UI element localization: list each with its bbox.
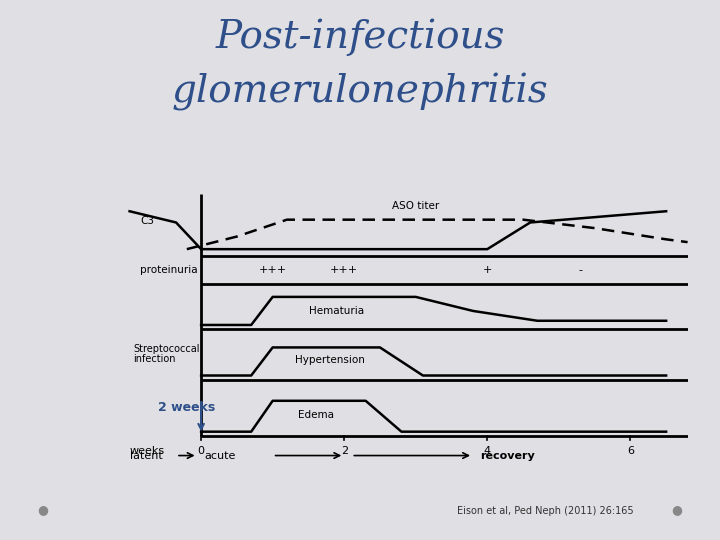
Text: glomerulonephritis: glomerulonephritis [171, 73, 549, 111]
Text: ASO titer: ASO titer [392, 201, 439, 211]
Text: weeks: weeks [130, 446, 165, 456]
Text: 6: 6 [627, 446, 634, 456]
Text: +: + [482, 265, 492, 275]
Text: 2: 2 [341, 446, 348, 456]
Text: Hypertension: Hypertension [295, 355, 365, 365]
Text: Streptococcal: Streptococcal [133, 344, 199, 354]
Text: acute: acute [204, 450, 236, 461]
Text: Eison et al, Ped Neph (2011) 26:165: Eison et al, Ped Neph (2011) 26:165 [457, 505, 634, 516]
Text: latent: latent [130, 450, 162, 461]
Text: 4: 4 [484, 446, 491, 456]
Text: Post-infectious: Post-infectious [215, 19, 505, 56]
Text: recovery: recovery [480, 450, 535, 461]
Text: -: - [578, 265, 582, 275]
Text: C3: C3 [140, 216, 154, 226]
Text: infection: infection [133, 354, 176, 363]
Text: +++: +++ [258, 265, 287, 275]
Text: 2 weeks: 2 weeks [158, 401, 215, 414]
Text: ●: ● [671, 503, 683, 516]
Text: Edema: Edema [297, 410, 333, 420]
Text: 0: 0 [197, 446, 204, 456]
Text: ●: ● [37, 503, 49, 516]
Text: +++: +++ [330, 265, 359, 275]
Text: proteinuria: proteinuria [140, 265, 197, 275]
Text: Hematuria: Hematuria [310, 306, 364, 316]
